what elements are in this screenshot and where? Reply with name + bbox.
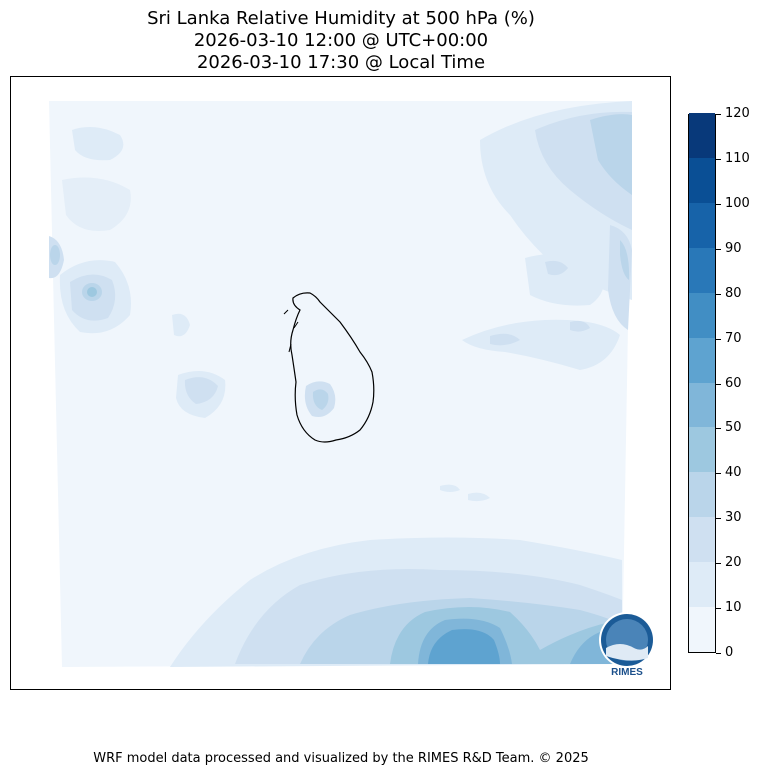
colorbar-tick-label: 30 [725, 510, 742, 525]
contour-20 [545, 260, 568, 276]
contour-30 [50, 245, 60, 265]
colorbar [688, 112, 716, 653]
colorbar-segment [689, 382, 715, 428]
contour-60 [428, 629, 500, 664]
colorbar-segment [689, 516, 715, 563]
colorbar-tick [716, 428, 721, 429]
colorbar-segment [689, 247, 715, 293]
footer-credit: WRF model data processed and visualized … [93, 751, 589, 766]
colorbar-tick [716, 608, 721, 609]
colorbar-tick-label: 40 [725, 465, 742, 480]
colorbar-tick-label: 60 [725, 376, 742, 391]
contour-40 [87, 287, 97, 297]
contour-20 [184, 377, 218, 404]
colorbar-tick-label: 20 [725, 555, 742, 570]
contour-10 [72, 126, 124, 161]
colorbar-segment [689, 337, 715, 383]
colorbar-tick-label: 10 [725, 600, 742, 615]
colorbar-tick [716, 249, 721, 250]
contour-10 [462, 319, 620, 370]
utc-time: 2026-03-10 12:00 @ UTC+00:00 [193, 30, 489, 51]
contour-10 [172, 313, 190, 337]
contour-10 [468, 492, 490, 502]
colorbar-segment [689, 292, 715, 338]
colorbar-tick [716, 563, 721, 564]
colorbar-segment [689, 157, 715, 203]
contour-10 [525, 253, 605, 306]
colorbar-tick [716, 473, 721, 474]
colorbar-tick [716, 114, 721, 115]
colorbar-tick-label: 120 [725, 106, 750, 121]
map-title: Sri Lanka Relative Humidity at 500 hPa (… [147, 8, 535, 29]
colorbar-tick [716, 159, 721, 160]
colorbar-tick-label: 90 [725, 241, 742, 256]
colorbar-segment [689, 471, 715, 518]
colorbar-tick-label: 70 [725, 331, 742, 346]
contour-30 [620, 240, 630, 280]
svg-text:RIMES: RIMES [611, 667, 643, 678]
colorbar-tick-label: 100 [725, 196, 750, 211]
contour-20 [570, 320, 590, 332]
colorbar-segment [689, 112, 715, 158]
contour-30 [590, 114, 632, 195]
colorbar-tick [716, 384, 721, 385]
colorbar-tick [716, 339, 721, 340]
local-time: 2026-03-10 17:30 @ Local Time [196, 52, 486, 73]
contour-10 [62, 177, 131, 231]
contour-30 [312, 389, 329, 410]
colorbar-tick [716, 294, 721, 295]
colorbar-tick-label: 80 [725, 286, 742, 301]
colorbar-tick-label: 110 [725, 151, 750, 166]
colorbar-tick-label: 50 [725, 420, 742, 435]
rimes-logo: RIMES [599, 612, 655, 678]
contour-10 [440, 484, 460, 492]
colorbar-tick [716, 204, 721, 205]
colorbar-tick-label: 0 [725, 645, 734, 660]
contour-20 [490, 333, 520, 346]
colorbar-segment [689, 606, 715, 652]
colorbar-segment [689, 202, 715, 248]
colorbar-tick [716, 518, 721, 519]
colorbar-segment [689, 561, 715, 608]
colorbar-segment [689, 426, 715, 473]
colorbar-tick [716, 653, 721, 654]
